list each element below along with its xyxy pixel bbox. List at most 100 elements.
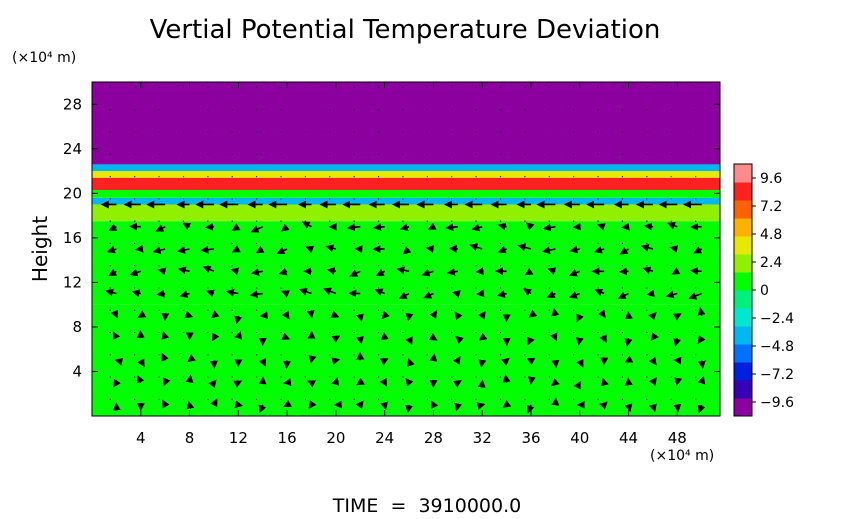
grid-dot [597,287,599,289]
wind-vector [697,307,706,316]
wind-vector [671,267,681,275]
grid-dot [695,176,697,178]
grid-dot [646,287,648,289]
grid-dot [451,198,453,200]
wind-vector [396,266,410,275]
grid-dot [499,354,502,356]
grid-dot [256,331,258,334]
grid-dot [670,265,672,267]
field-band-0 [92,304,720,416]
grid-dot [524,287,526,289]
grid-dot [499,220,502,222]
colorbar-swatch [734,362,752,381]
colorbar-swatch [734,218,752,237]
x-tick-label: 20 [326,429,345,447]
grid-dot [402,398,404,400]
grid-dot [256,153,258,155]
wind-vector [576,313,584,323]
grid-dot [499,242,502,245]
wind-vector [355,400,364,410]
grid-dot [475,287,477,289]
grid-dot [207,309,209,311]
grid-dot [304,331,306,334]
plot-frame [91,81,721,417]
grid-dot [402,242,404,245]
wind-vector [542,223,556,232]
grid-dot [134,309,136,311]
grid-dot [207,287,209,289]
colorbar-tick-label: 2.4 [760,255,782,271]
grid-dot [646,354,648,356]
wind-vector [205,222,215,231]
wind-vector [471,223,483,232]
grid-dot [256,176,258,178]
grid-dot [451,242,453,245]
grid-dot [134,287,136,289]
grid-dot [377,398,380,400]
grid-dot [548,354,550,356]
wind-vector [305,245,315,254]
grid-dot [646,176,648,178]
grid-dot [353,198,355,200]
grid-dot [377,176,380,178]
wind-vector [526,357,536,366]
grid-dot [207,109,209,111]
grid-dot [231,176,233,178]
grid-dot [304,265,306,267]
grid-dot [134,176,136,178]
grid-dot [256,287,258,289]
wind-vector [405,377,414,387]
grid-dot [109,86,111,89]
grid-dot [109,354,111,356]
grid-dot [573,176,575,178]
wind-vector [599,334,607,344]
grid-dot [695,86,697,89]
grid-dot [695,153,697,155]
grid-dot [670,331,672,334]
wind-vector [423,291,434,299]
wind-vector [421,268,434,277]
grid-dot [451,131,453,133]
grid-dot [402,376,404,378]
grid-dot [426,331,428,334]
grid-dot [695,287,697,289]
wind-vector [525,222,535,231]
grid-dot [329,331,331,334]
grid-dot [134,220,136,222]
grid-dot [597,376,599,378]
grid-dot [646,153,648,155]
wind-vector [430,400,439,410]
grid-dot [377,220,380,222]
grid-dot [499,198,502,200]
wind-vector [478,359,487,368]
x-tick-label: 36 [521,429,540,447]
grid-dot [109,176,111,178]
wind-vector [496,290,507,298]
time-footer: TIME = 3910000.0 [332,495,521,517]
grid-dot [548,265,550,267]
grid-dot [158,176,160,178]
grid-dot [426,354,428,356]
wind-vector [469,243,483,252]
wind-vector [135,244,144,253]
grid-dot [670,242,672,245]
grid-dot [256,354,258,356]
grid-dot [207,220,209,222]
grid-dot [670,176,672,178]
grid-dot [524,309,526,311]
grid-dot [573,220,575,222]
grid-dot [573,354,575,356]
grid-dot [329,287,331,289]
wind-vector [231,223,241,231]
wind-vector [301,221,312,229]
grid-dot [280,398,282,400]
colorbar-tick-label: 0 [760,283,769,299]
grid-dot [207,331,209,334]
wind-vector [646,289,655,298]
grid-dot [329,86,331,89]
wind-vector [666,221,678,230]
grid-dot [280,131,282,133]
grid-dot [548,309,550,311]
wind-vector [517,243,532,252]
wind-vector [356,377,365,386]
